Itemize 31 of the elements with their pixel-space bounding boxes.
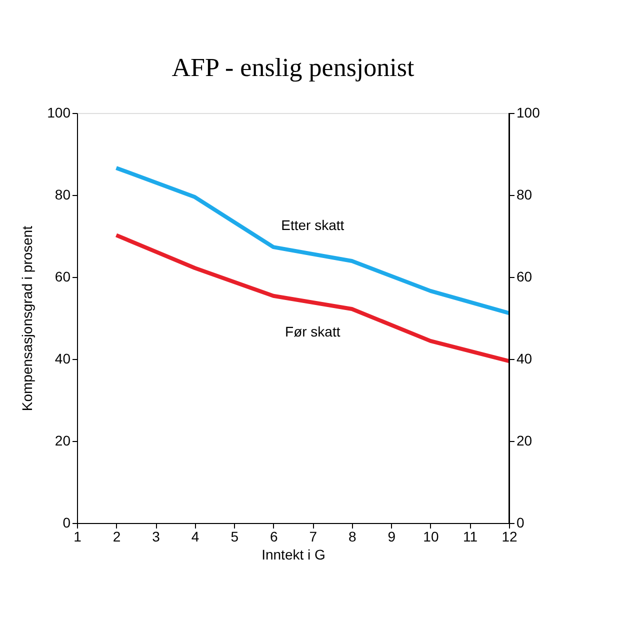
- x-tick-label: 8: [348, 528, 357, 544]
- x-tick-label: 10: [423, 528, 439, 544]
- series-label: Etter skatt: [281, 217, 344, 234]
- y2-tick-label: 0: [516, 514, 524, 530]
- x-tick-label: 7: [309, 528, 318, 544]
- x-axis-title: Inntekt i G: [262, 546, 326, 562]
- y2-tick-label: 60: [516, 268, 532, 284]
- y-tick-label: 0: [62, 514, 71, 530]
- x-tick-label: 3: [152, 528, 160, 544]
- y2-tick-label: 100: [516, 104, 540, 120]
- line-series: [114, 166, 511, 316]
- x-tick-label: 9: [388, 528, 396, 544]
- y2-tick-label: 20: [516, 432, 532, 448]
- x-tick-label: 5: [230, 528, 239, 544]
- series-label: Før skatt: [285, 323, 340, 340]
- y-tick-label: 20: [54, 432, 71, 448]
- y-tick-label: 40: [54, 350, 71, 366]
- x-tick-label: 12: [502, 528, 518, 544]
- x-tick-label: 2: [112, 528, 121, 544]
- chart-title: AFP - enslig pensjonist: [172, 53, 415, 82]
- y-axis-title: Kompensasjonsgrad i prosent: [19, 226, 36, 412]
- y-tick-label: 60: [54, 268, 71, 284]
- x-tick-label: 4: [191, 528, 200, 544]
- x-tick-label: 1: [74, 528, 82, 544]
- y-tick-label: 100: [47, 104, 71, 120]
- y2-tick-label: 80: [516, 186, 532, 202]
- x-tick-label: 11: [462, 528, 478, 544]
- y-tick-label: 80: [54, 186, 71, 202]
- line-series: [114, 233, 511, 364]
- y2-tick-label: 40: [516, 350, 532, 366]
- x-tick-label: 6: [270, 528, 278, 544]
